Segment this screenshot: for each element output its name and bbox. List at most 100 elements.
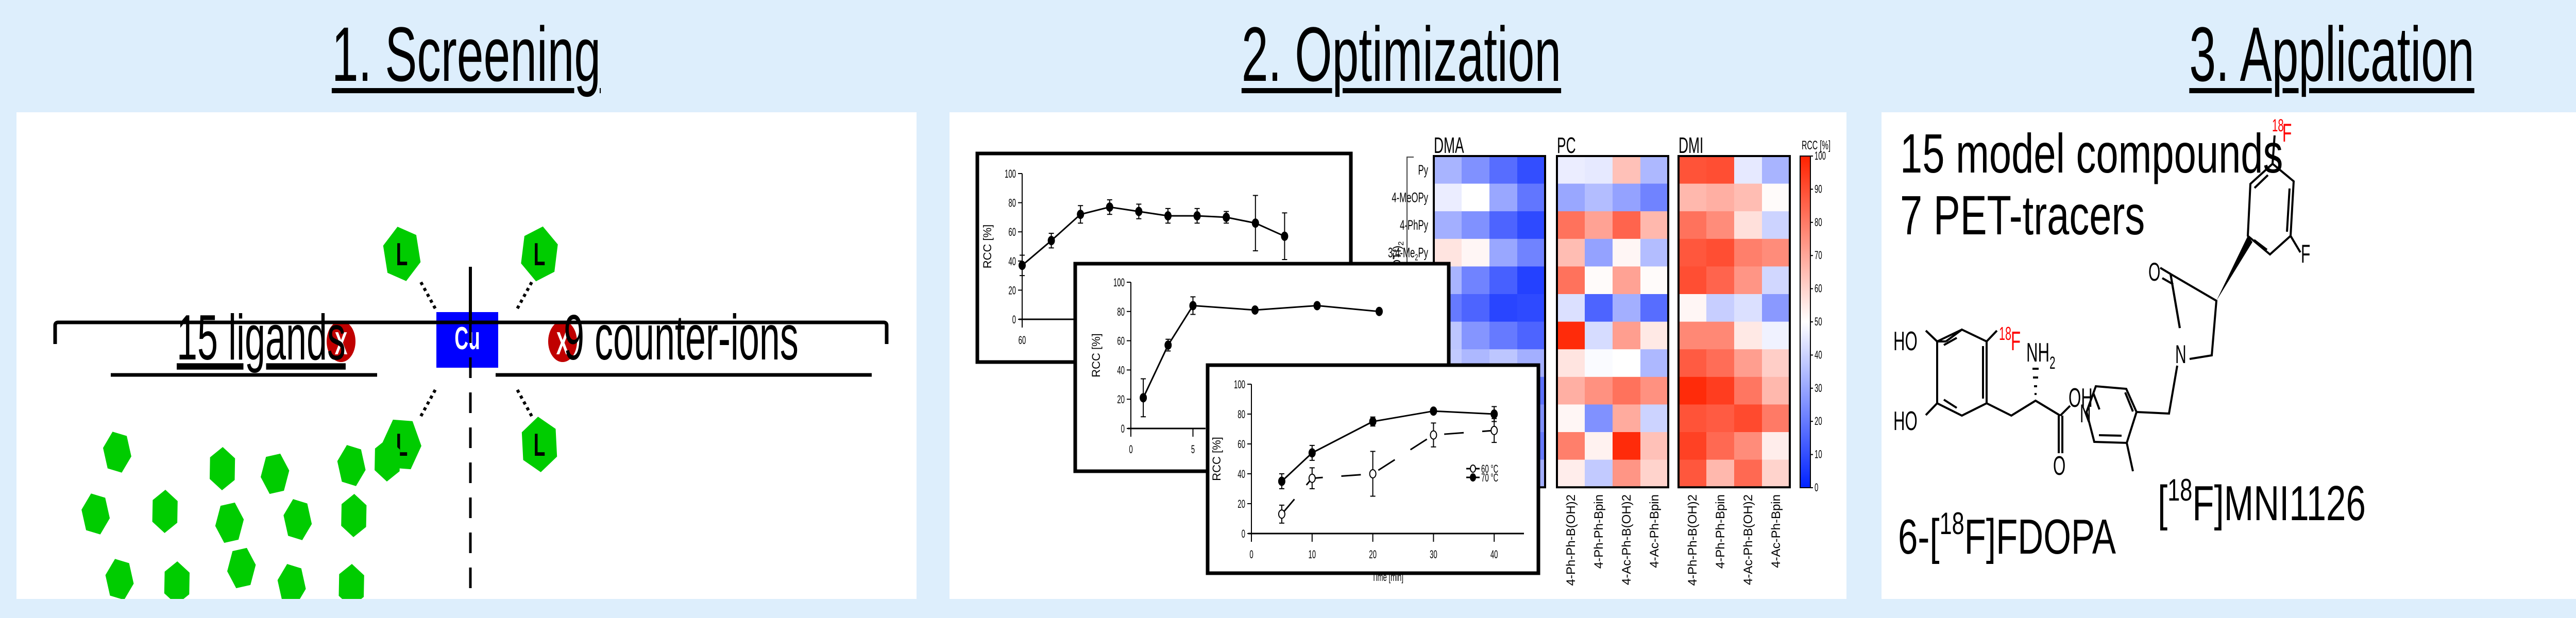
- heatmap-cell: [1585, 184, 1613, 212]
- heatmap-cell: [1762, 294, 1790, 322]
- ligand-hexagon-icon: [152, 490, 178, 533]
- colorbar-tick-label: 40: [1815, 349, 1822, 361]
- heatmap-cell: [1679, 432, 1707, 460]
- heatmap-cell: [1762, 156, 1790, 184]
- ligand-hexagon-icon: [210, 447, 235, 490]
- heatmap-cell: [1557, 184, 1585, 212]
- heatmap-group-dmi: [1679, 156, 1790, 488]
- heatmap-cell: [1585, 322, 1613, 350]
- heatmap-cell: [1706, 349, 1735, 377]
- core-ligand: L: [521, 227, 557, 281]
- heatmap-cell: [1762, 377, 1790, 405]
- heatmap-cell: [1557, 377, 1585, 405]
- heatmap-cell: [1489, 239, 1518, 267]
- heatmap-cell: [1734, 184, 1762, 212]
- data-point: [1077, 210, 1083, 218]
- heatmap-cell: [1679, 294, 1707, 322]
- legend-label: 70 °C: [1481, 472, 1498, 484]
- colorbar-tick-label: 80: [1815, 216, 1822, 228]
- ligand-hexagon-icon: [215, 503, 244, 543]
- heatmap-cell: [1489, 211, 1518, 239]
- ligand-label: L: [534, 427, 546, 462]
- data-point: [1491, 426, 1497, 435]
- colorbar-tick-label: 60: [1815, 282, 1822, 295]
- y-tick-label: 40: [1008, 255, 1016, 267]
- heatmap-cell: [1734, 404, 1762, 432]
- heatmap-cell: [1462, 211, 1490, 239]
- data-point: [1019, 261, 1025, 269]
- data-point: [1376, 307, 1382, 316]
- heatmap-cell: [1679, 377, 1707, 405]
- x-tick-label: 0: [1249, 548, 1253, 561]
- heatmap-cell: [1613, 432, 1641, 460]
- heatmap-cell: [1557, 404, 1585, 432]
- data-point: [1279, 477, 1285, 486]
- heatmap-cell: [1762, 322, 1790, 350]
- y-tick-label: 20: [1117, 393, 1125, 406]
- heatmap-cell: [1517, 294, 1546, 322]
- heatmap-col-label: 4-Ac-Ph-Bpin: [1769, 494, 1783, 568]
- heatmap-row-label: 4-PhPy: [1400, 217, 1428, 233]
- data-point: [1430, 431, 1436, 439]
- heatmap-col-label: 4-Ac-Ph-B(OH)2: [1620, 494, 1634, 585]
- heatmap-cell: [1585, 211, 1613, 239]
- heatmap-cell: [1762, 239, 1790, 267]
- atom-n-pyrrolidinone: N: [2175, 340, 2187, 369]
- heatmap-cell: [1762, 184, 1790, 212]
- data-point: [1140, 393, 1146, 402]
- ligand-hexagon-icon: [339, 564, 364, 599]
- ligand-hexagon-icon: [278, 564, 306, 599]
- heatmap-cell: [1640, 294, 1669, 322]
- model-compounds-text: 15 model compounds: [1900, 122, 2283, 184]
- y-tick-label: 80: [1008, 197, 1016, 209]
- heatmap-group-pc: [1557, 156, 1669, 488]
- atom-o: O: [2053, 451, 2065, 481]
- heatmap-cell: [1706, 156, 1735, 184]
- optimization-figure: DMA PC DMI RCC [%] Py4-MeOPy4-PhPy3,4-Me…: [950, 112, 1846, 599]
- heatmap-cell: [1679, 184, 1707, 212]
- colorbar-tick-label: 30: [1815, 382, 1822, 394]
- heatmap-cell: [1489, 322, 1518, 350]
- x-tick-label: 0: [1129, 443, 1132, 456]
- data-point: [1252, 306, 1258, 314]
- colorbar-tick-label: 100: [1815, 150, 1826, 162]
- atom-o-mni: O: [2148, 258, 2160, 286]
- heatmap-cell: [1585, 294, 1613, 322]
- heatmap-cell: [1679, 239, 1707, 267]
- y-tick-label: 40: [1117, 364, 1125, 376]
- atom-nh2: NH2: [2026, 338, 2055, 372]
- heatmap-cell: [1762, 349, 1790, 377]
- heatmap-cell: [1762, 432, 1790, 460]
- data-point: [1136, 208, 1142, 216]
- heatmap-row-label: 4-MeOPy: [1392, 190, 1428, 205]
- heatmap-cell: [1517, 184, 1546, 212]
- heatmap-cell: [1640, 349, 1669, 377]
- heatmap-cell: [1762, 460, 1790, 488]
- heatmap-cell: [1613, 322, 1641, 350]
- application-panel: 15 model compounds 7 PET-tracers HO: [1882, 112, 2576, 599]
- legend-marker: [1470, 465, 1476, 472]
- heatmap-cell: [1640, 266, 1669, 294]
- heatmap-cell: [1734, 156, 1762, 184]
- heatmap-cell: [1557, 239, 1585, 267]
- copper-label: Cu: [454, 320, 480, 356]
- screening-panel: LLLL Cu X X 15 ligands 9 counter-ions: [16, 112, 917, 599]
- y-tick-label: 80: [1117, 305, 1125, 318]
- y-tick-label: 0: [1242, 528, 1245, 540]
- heatmap-cell: [1706, 432, 1735, 460]
- screening-diagram: LLLL Cu X X 15 ligands 9 counter-ions: [16, 112, 917, 599]
- data-point: [1223, 213, 1229, 221]
- optimization-panel: DMA PC DMI RCC [%] Py4-MeOPy4-PhPy3,4-Me…: [950, 112, 1846, 599]
- heatmap-cell: [1585, 460, 1613, 488]
- heatmap-cell: [1557, 460, 1585, 488]
- y-tick-label: 20: [1238, 498, 1245, 510]
- atom-f18-isotope-mni: 18: [2272, 116, 2284, 135]
- colorbar-ticks: 0102030405060708090100: [1810, 150, 1826, 494]
- atom-f18: F: [2011, 327, 2021, 356]
- heatmap-cell: [1734, 294, 1762, 322]
- atom-f18-mni: F: [2282, 118, 2292, 147]
- ligands-caption: 15 ligands: [177, 302, 346, 373]
- colorbar-tick-label: 70: [1815, 249, 1822, 262]
- heatmap-cell: [1706, 211, 1735, 239]
- heatmap-cell: [1489, 184, 1518, 212]
